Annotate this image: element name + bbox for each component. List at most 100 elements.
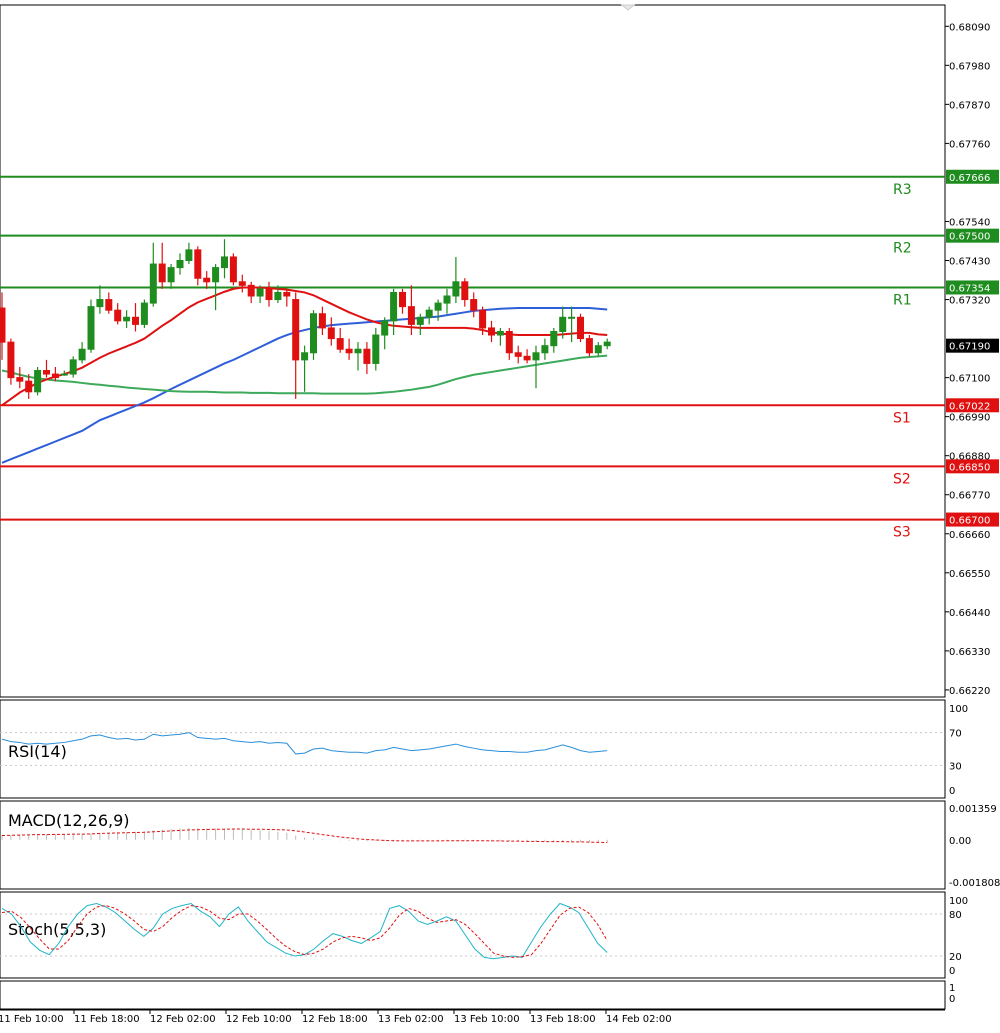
candle-body bbox=[532, 352, 540, 361]
level-name-s3: S3 bbox=[893, 525, 911, 541]
candle-body bbox=[176, 260, 184, 269]
candle-body bbox=[390, 291, 398, 322]
candle-body bbox=[292, 299, 300, 361]
current-price-badge bbox=[946, 338, 999, 353]
candle-body bbox=[577, 316, 584, 340]
candle-body bbox=[238, 281, 246, 286]
candle-body bbox=[43, 370, 50, 375]
candle-body bbox=[87, 306, 95, 350]
candle-body bbox=[603, 341, 611, 347]
candle-body bbox=[416, 316, 424, 325]
candle-body bbox=[158, 263, 166, 283]
candle-body bbox=[452, 281, 460, 297]
macd-tick-label: -0.001808 bbox=[949, 878, 1000, 889]
candle-body bbox=[16, 377, 24, 382]
candle-body bbox=[407, 306, 415, 325]
candle-body bbox=[69, 359, 77, 375]
price-tick-label: 0.66440 bbox=[949, 608, 990, 619]
candle-body bbox=[274, 291, 282, 301]
price-tick-label: 0.66770 bbox=[949, 491, 990, 502]
rsi-line bbox=[1, 732, 608, 755]
empty-pane-border bbox=[0, 980, 946, 1010]
stoch-label: Stoch(5,5,3) bbox=[8, 920, 106, 939]
candle-body bbox=[559, 316, 567, 332]
candle-body bbox=[265, 288, 273, 301]
candle-body bbox=[132, 316, 139, 325]
candle-body bbox=[443, 295, 451, 304]
candle-body bbox=[301, 352, 309, 361]
candle-body bbox=[568, 316, 576, 319]
shift-marker-icon bbox=[620, 4, 636, 11]
price-tick-label: 0.67100 bbox=[949, 374, 990, 385]
price-tick-label: 0.68090 bbox=[949, 22, 990, 33]
candle-body bbox=[461, 281, 469, 301]
level-name-s1: S1 bbox=[893, 410, 911, 426]
price-tick-label: 0.66330 bbox=[949, 647, 990, 658]
level-price-label: 0.67022 bbox=[949, 401, 990, 412]
level-price-badge bbox=[946, 169, 999, 184]
candle-body bbox=[283, 291, 291, 297]
ma-slow-line bbox=[1, 307, 608, 464]
stoch-tick-label: 100 bbox=[949, 896, 968, 907]
candle-body bbox=[194, 249, 202, 279]
macd-label: MACD(12,26,9) bbox=[8, 811, 130, 830]
price-pane-border bbox=[0, 4, 946, 698]
price-tick-label: 0.67320 bbox=[949, 296, 990, 307]
time-tick-label: 13 Feb 18:00 bbox=[530, 1014, 596, 1025]
candle-body bbox=[594, 345, 602, 354]
candle-body bbox=[381, 320, 389, 336]
macd-tick-label: 0.00 bbox=[949, 836, 971, 847]
candle-body bbox=[434, 302, 442, 311]
candle-body bbox=[523, 355, 531, 361]
candle-body bbox=[327, 327, 335, 340]
empty-pane-tick: 0 bbox=[949, 994, 955, 1005]
price-tick-label: 0.66220 bbox=[949, 686, 990, 697]
candle-body bbox=[318, 313, 326, 329]
rsi-tick-label: 30 bbox=[949, 761, 962, 772]
candle-body bbox=[51, 373, 59, 379]
price-tick-label: 0.66880 bbox=[949, 452, 990, 463]
candle-body bbox=[185, 249, 193, 262]
candle-body bbox=[470, 299, 478, 311]
level-price-badge bbox=[946, 280, 999, 295]
candle-body bbox=[105, 299, 113, 311]
macd-tick-label: 0.001359 bbox=[949, 804, 997, 815]
level-price-label: 0.67666 bbox=[949, 173, 990, 184]
level-price-label: 0.67354 bbox=[949, 283, 990, 294]
macd-pane-border bbox=[0, 800, 946, 890]
candle-body bbox=[34, 370, 42, 393]
price-tick-label: 0.66990 bbox=[949, 413, 990, 424]
level-price-badge bbox=[946, 398, 999, 413]
time-tick-label: 11 Feb 18:00 bbox=[74, 1014, 140, 1025]
time-tick-label: 12 Feb 02:00 bbox=[150, 1014, 216, 1025]
rsi-tick-label: 0 bbox=[949, 786, 955, 797]
level-price-label: 0.66850 bbox=[949, 462, 990, 473]
stoch-tick-label: 80 bbox=[949, 910, 962, 921]
stoch-tick-label: 0 bbox=[949, 966, 955, 977]
level-price-badge bbox=[946, 228, 999, 243]
price-tick-label: 0.67430 bbox=[949, 257, 990, 268]
price-tick-label: 0.67540 bbox=[949, 217, 990, 228]
candle-body bbox=[167, 267, 175, 283]
level-price-label: 0.67500 bbox=[949, 232, 990, 243]
empty-pane-tick: 1 bbox=[949, 983, 955, 994]
candle-body bbox=[123, 316, 131, 322]
candle-body bbox=[203, 277, 211, 283]
candle-body bbox=[0, 307, 6, 343]
time-tick-label: 12 Feb 18:00 bbox=[302, 1014, 368, 1025]
candle-body bbox=[363, 348, 371, 364]
candle-body bbox=[78, 348, 86, 361]
ma-mid-line bbox=[1, 354, 608, 395]
rsi-tick-label: 70 bbox=[949, 729, 962, 740]
time-tick-label: 13 Feb 10:00 bbox=[454, 1014, 520, 1025]
level-name-r1: R1 bbox=[893, 292, 912, 308]
level-name-r2: R2 bbox=[893, 241, 912, 257]
time-tick-label: 13 Feb 02:00 bbox=[378, 1014, 444, 1025]
price-tick-label: 0.67760 bbox=[949, 139, 990, 150]
time-tick-label: 14 Feb 02:00 bbox=[606, 1014, 672, 1025]
level-price-label: 0.66700 bbox=[949, 516, 990, 527]
candle-body bbox=[425, 309, 433, 318]
candle-body bbox=[229, 256, 237, 283]
candle-body bbox=[514, 352, 522, 357]
